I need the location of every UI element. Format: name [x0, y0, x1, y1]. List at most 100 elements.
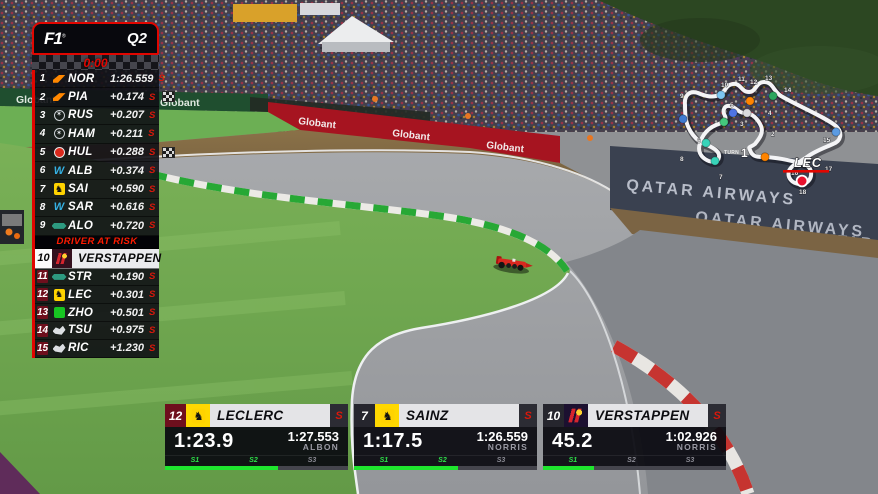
car-dot: [742, 108, 752, 118]
tyre-compound: S: [148, 201, 156, 213]
tyre-compound: S: [148, 324, 156, 336]
driver-name: VERSTAPPEN: [78, 251, 162, 266]
grass-edge-line: [350, 272, 570, 494]
driver-code: HAM: [68, 127, 96, 140]
driver-name: VERSTAPPEN: [588, 404, 708, 427]
sector-label: S3: [496, 457, 506, 464]
banner-text: Globant: [298, 116, 337, 131]
team-logo-ferrari-icon: ♞: [186, 404, 210, 427]
driver-code: LEC: [68, 288, 92, 301]
driver-code: RIC: [68, 342, 89, 355]
corner-number: 16: [791, 170, 799, 177]
session-name: Q2: [126, 30, 147, 47]
sector-label: S3: [307, 457, 317, 464]
tower-row: 1 NOR 1:26.559 S: [35, 70, 165, 89]
driver-code: HUL: [68, 146, 93, 159]
banner-text: Globant: [392, 128, 431, 143]
lap-progress-bar: [354, 466, 537, 470]
focus-underline: [783, 170, 829, 173]
position: 8: [39, 201, 46, 213]
tyre-compound: S: [148, 165, 156, 177]
widget-body: 45.2 1:02.926 NORRIS: [543, 427, 726, 456]
battle-widget-leclerc: 12 ♞ LECLERC S 1:23.9 1:27.553 ALBON S1 S2 S3: [165, 404, 348, 470]
focus-driver-label: LEC: [794, 155, 822, 170]
reference-lap-time: 1:26.559: [476, 428, 528, 444]
driver-at-risk-banner: DRIVER AT RISK: [35, 235, 159, 249]
team-logo-mclaren-icon: [52, 93, 66, 102]
reference-lap-time: 1:02.926: [665, 428, 717, 444]
corner-number: 17: [825, 166, 833, 173]
team-logo-astonmartin-icon: [51, 273, 67, 280]
gap-time: +0.501: [110, 306, 144, 319]
finished-flag-icon: [162, 146, 175, 158]
position: 14: [37, 323, 49, 337]
gap-time: +0.211: [110, 127, 144, 140]
widget-body: 1:17.5 1:26.559 NORRIS: [354, 427, 537, 456]
team-logo-ferrari-icon: ♞: [53, 288, 65, 301]
widget-header: 10 VERSTAPPEN S: [543, 404, 726, 427]
corner-number: 2: [771, 131, 775, 138]
driver-code: SAI: [68, 183, 89, 196]
driver-code: NOR: [68, 72, 95, 85]
driver-code: ZHO: [68, 306, 94, 319]
team-logo-redbull-icon: [52, 248, 72, 268]
corner-number: 10: [721, 82, 729, 89]
position: 7: [354, 404, 375, 427]
battle-widget-sainz: 7 ♞ SAINZ S 1:17.5 1:26.559 NORRIS S1 S2 S3: [354, 404, 537, 470]
position: 13: [37, 306, 49, 319]
tower-row: 8 W SAR +0.616 S: [35, 198, 159, 218]
tyre-compound: S: [148, 289, 156, 301]
corner-number: 7: [719, 174, 723, 181]
current-lap-time: 1:23.9: [174, 429, 234, 452]
reference-driver: NORRIS: [487, 442, 528, 453]
team-logo-williams-icon: W: [53, 201, 65, 214]
battle-widget-verstappen: 10 VERSTAPPEN S 45.2 1:02.926 NORRIS S1 S2 S3: [543, 404, 726, 470]
tower-row: 9 ALO +0.720 S: [35, 217, 159, 236]
position: 6: [39, 165, 46, 177]
tyre-compound: S: [330, 404, 348, 427]
sector-label: S1: [190, 457, 200, 464]
position: 3: [39, 109, 46, 121]
driver-code: ALO: [68, 219, 94, 232]
tyre-compound: S: [148, 220, 156, 232]
team-logo-mclaren-icon: [52, 74, 66, 83]
sector-label: S1: [568, 457, 578, 464]
corner-number: 3: [740, 121, 744, 128]
tower-row: 3 ✶ RUS +0.207 S: [35, 106, 159, 126]
gap-time: +0.301: [110, 288, 144, 301]
team-logo-redbull-icon: [564, 404, 588, 427]
lap-progress-bar: [165, 466, 348, 470]
position: 1: [39, 73, 46, 85]
tower-header: F1® Q2: [32, 22, 159, 55]
session-clock: 0:00: [83, 56, 108, 70]
tower-row: 14 TSU +0.975 S: [35, 321, 159, 340]
position: 10: [35, 248, 52, 268]
tyre-compound: S: [148, 109, 156, 121]
corner-numbers: 2 3 4 5 6 7 8 9 10 11 12 13 14 15 16 17 18: [680, 75, 833, 197]
team-logo-williams-icon: W: [53, 164, 65, 177]
current-lap-time: 1:17.5: [363, 429, 423, 452]
sector-labels: S1 S2 S3: [165, 456, 348, 466]
team-logo-sauber-icon: [53, 307, 65, 318]
gap-time: 1:26.559: [110, 72, 154, 85]
turn-label: TURN: [724, 150, 739, 156]
car-dot: [831, 127, 841, 137]
turn-number: 1: [741, 146, 748, 160]
gap-time: +0.590: [110, 183, 144, 196]
marshal: [587, 135, 593, 141]
focus-car-dot: [795, 174, 809, 188]
driver-name: SAINZ: [399, 404, 519, 427]
team-logo-mercedes-icon: ✶: [53, 128, 65, 140]
finished-flag-icon: [162, 91, 175, 103]
car-dot: [716, 90, 726, 100]
position: 4: [39, 128, 46, 140]
corner-number: 12: [750, 79, 758, 86]
driver-code: RUS: [68, 109, 94, 122]
tyre-compound: S: [148, 342, 156, 354]
tower-row: 7 ♞ SAI +0.590 S: [35, 180, 159, 199]
car-dot: [768, 91, 778, 101]
tower-row: 13 ZHO +0.501 S: [35, 304, 159, 322]
gap-time: +0.288: [110, 146, 144, 159]
tyre-compound: S: [148, 128, 155, 140]
position: 2: [39, 91, 46, 103]
